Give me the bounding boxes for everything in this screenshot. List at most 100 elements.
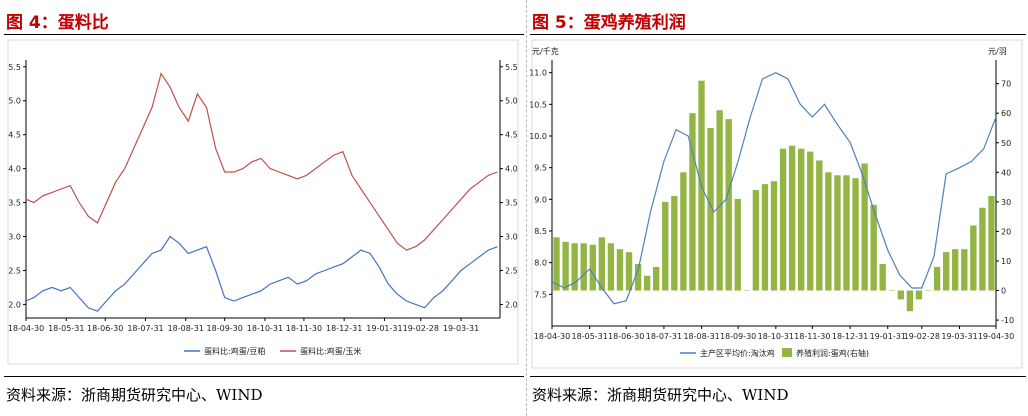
profit-bar bbox=[979, 207, 986, 291]
y2-tick-label: 2.0 bbox=[505, 300, 518, 309]
profit-bar bbox=[988, 195, 995, 291]
y-tick-label: 3.5 bbox=[8, 199, 21, 208]
profit-bar bbox=[580, 243, 587, 291]
x-tick-label: 19-03-31 bbox=[443, 324, 479, 333]
profit-bar bbox=[689, 113, 696, 291]
y-tick-label: 10.5 bbox=[529, 100, 547, 109]
x-tick-label: 18-12-31 bbox=[326, 324, 362, 333]
x-tick-label: 19-03-31 bbox=[941, 332, 977, 341]
profit-bar bbox=[571, 243, 578, 291]
y-tick-label: 4.5 bbox=[8, 131, 21, 140]
source-note: 资料来源：浙商期货研究中心、WIND bbox=[532, 386, 789, 404]
profit-bar bbox=[897, 290, 905, 300]
source-rule bbox=[4, 376, 524, 377]
chart-title: 图 4：蛋料比 bbox=[6, 13, 109, 33]
profit-bar bbox=[816, 160, 823, 291]
profit-bar bbox=[761, 184, 769, 291]
profit-bar bbox=[879, 263, 886, 291]
profit-bar bbox=[942, 252, 950, 291]
profit-bar bbox=[779, 148, 787, 291]
x-tick-label: 18-04-30 bbox=[534, 332, 570, 341]
x-tick-label: 18-05-31 bbox=[572, 332, 608, 341]
profit-bar bbox=[553, 237, 560, 291]
y2-tick-label: 2.5 bbox=[505, 266, 518, 275]
x-tick-label: 19-04-30 bbox=[978, 332, 1014, 341]
profit-bar bbox=[888, 290, 895, 292]
y-tick-label: 2.0 bbox=[8, 300, 21, 309]
legend-label: 蛋料比:鸡蛋/豆粕 bbox=[204, 346, 265, 356]
profit-bar bbox=[970, 225, 977, 291]
x-tick-label: 18-04-30 bbox=[8, 324, 44, 333]
x-tick-label: 18-11-30 bbox=[286, 324, 322, 333]
profit-bar bbox=[952, 249, 959, 291]
profit-bar bbox=[707, 127, 714, 291]
x-tick-label: 19-01-31 bbox=[870, 332, 906, 341]
profit-bar bbox=[634, 263, 642, 291]
profit-bar bbox=[870, 204, 877, 291]
x-tick-label: 18-08-31 bbox=[683, 332, 719, 341]
y-tick-label: 9.5 bbox=[534, 164, 547, 173]
x-tick-label: 18-09-30 bbox=[207, 324, 243, 333]
y-tick-label: 11.0 bbox=[529, 69, 547, 78]
y2-tick-label: 4.5 bbox=[505, 131, 518, 140]
x-tick-label: 18-07-31 bbox=[127, 324, 163, 333]
profit-bar bbox=[716, 110, 723, 291]
profit-bar bbox=[625, 252, 633, 291]
y-tick-label: 2.5 bbox=[8, 266, 21, 275]
profit-bar bbox=[680, 172, 687, 291]
series-line bbox=[25, 235, 498, 312]
x-tick-label: 19-01-31 bbox=[366, 324, 402, 333]
x-tick-label: 19-02-28 bbox=[403, 324, 439, 333]
source-note: 资料来源：浙商期货研究中心、WIND bbox=[6, 386, 263, 404]
profit-bar bbox=[662, 201, 669, 291]
y2-tick-label: 5.5 bbox=[505, 63, 518, 72]
profit-bar bbox=[607, 243, 615, 291]
x-tick-label: 18-06-30 bbox=[87, 324, 123, 333]
x-tick-label: 18-11-30 bbox=[794, 332, 830, 341]
egg-feed-ratio-chart: 2.0 2.5 3.0 3.5 4.0 4.5 5.0 5.5 2.0 2.5 3.0 3.5 4.0 4… bbox=[7, 39, 519, 365]
y2-tick-label: 4.0 bbox=[505, 165, 518, 174]
panel-layer-profit: 图 5：蛋鸡养殖利润 元/千克 元/羽 7.5 8.0 8.5 9.0 9.5 10.0 10.… bbox=[526, 0, 1028, 416]
y-tick-label: 7.5 bbox=[534, 290, 547, 299]
series-line bbox=[25, 72, 498, 251]
y2-tick-label: 70 bbox=[1001, 80, 1011, 89]
profit-bar bbox=[906, 290, 914, 312]
profit-bar bbox=[616, 249, 624, 291]
profit-bar bbox=[562, 241, 569, 291]
y2-tick-label: 3.0 bbox=[505, 233, 518, 242]
profit-bar bbox=[933, 266, 941, 291]
source-rule bbox=[530, 376, 1026, 377]
plot-frame bbox=[531, 39, 1023, 369]
profit-bar bbox=[598, 237, 606, 291]
profit-bar bbox=[734, 198, 741, 291]
x-tick-label: 18-10-31 bbox=[247, 324, 283, 333]
x-tick-label: 19-02-28 bbox=[904, 332, 940, 341]
y-tick-label: 5.5 bbox=[8, 63, 21, 72]
profit-bar bbox=[924, 290, 932, 292]
y2-tick-label: 60 bbox=[1001, 109, 1011, 118]
y-tick-label: 4.0 bbox=[8, 165, 21, 174]
profit-bar bbox=[752, 190, 760, 291]
profit-bar bbox=[961, 249, 968, 291]
panel-egg-feed-ratio: 图 4：蛋料比 2.0 2.5 3.0 3.5 4.0 4.5 5.0 5.5 2.0 2.5 3.… bbox=[4, 13, 524, 404]
y2-tick-label: 0 bbox=[1001, 287, 1006, 296]
title-rule bbox=[530, 34, 1026, 35]
panel-divider bbox=[526, 0, 527, 416]
profit-bar bbox=[834, 175, 841, 291]
legend-swatch bbox=[782, 348, 792, 357]
y-tick-label: 8.5 bbox=[534, 227, 547, 236]
y2-tick-label: 10 bbox=[1001, 257, 1011, 266]
x-tick-label: 18-06-30 bbox=[608, 332, 644, 341]
y2-tick-label: 3.5 bbox=[505, 199, 518, 208]
profit-bar bbox=[589, 244, 596, 291]
profit-bar bbox=[798, 148, 805, 291]
layer-profit-chart: 元/千克 元/羽 7.5 8.0 8.5 9.0 9.5 10.0 10.5 11.0 -10 0 10… bbox=[529, 39, 1023, 369]
x-tick-label: 18-10-31 bbox=[758, 332, 794, 341]
y-tick-label: 9.0 bbox=[534, 195, 547, 204]
y2-tick-label: 50 bbox=[1001, 139, 1011, 148]
x-tick-label: 18-05-31 bbox=[48, 324, 84, 333]
y-tick-label: 5.0 bbox=[8, 97, 21, 106]
legend-label: 蛋料比:鸡蛋/玉米 bbox=[300, 346, 361, 356]
profit-bar bbox=[788, 145, 796, 291]
